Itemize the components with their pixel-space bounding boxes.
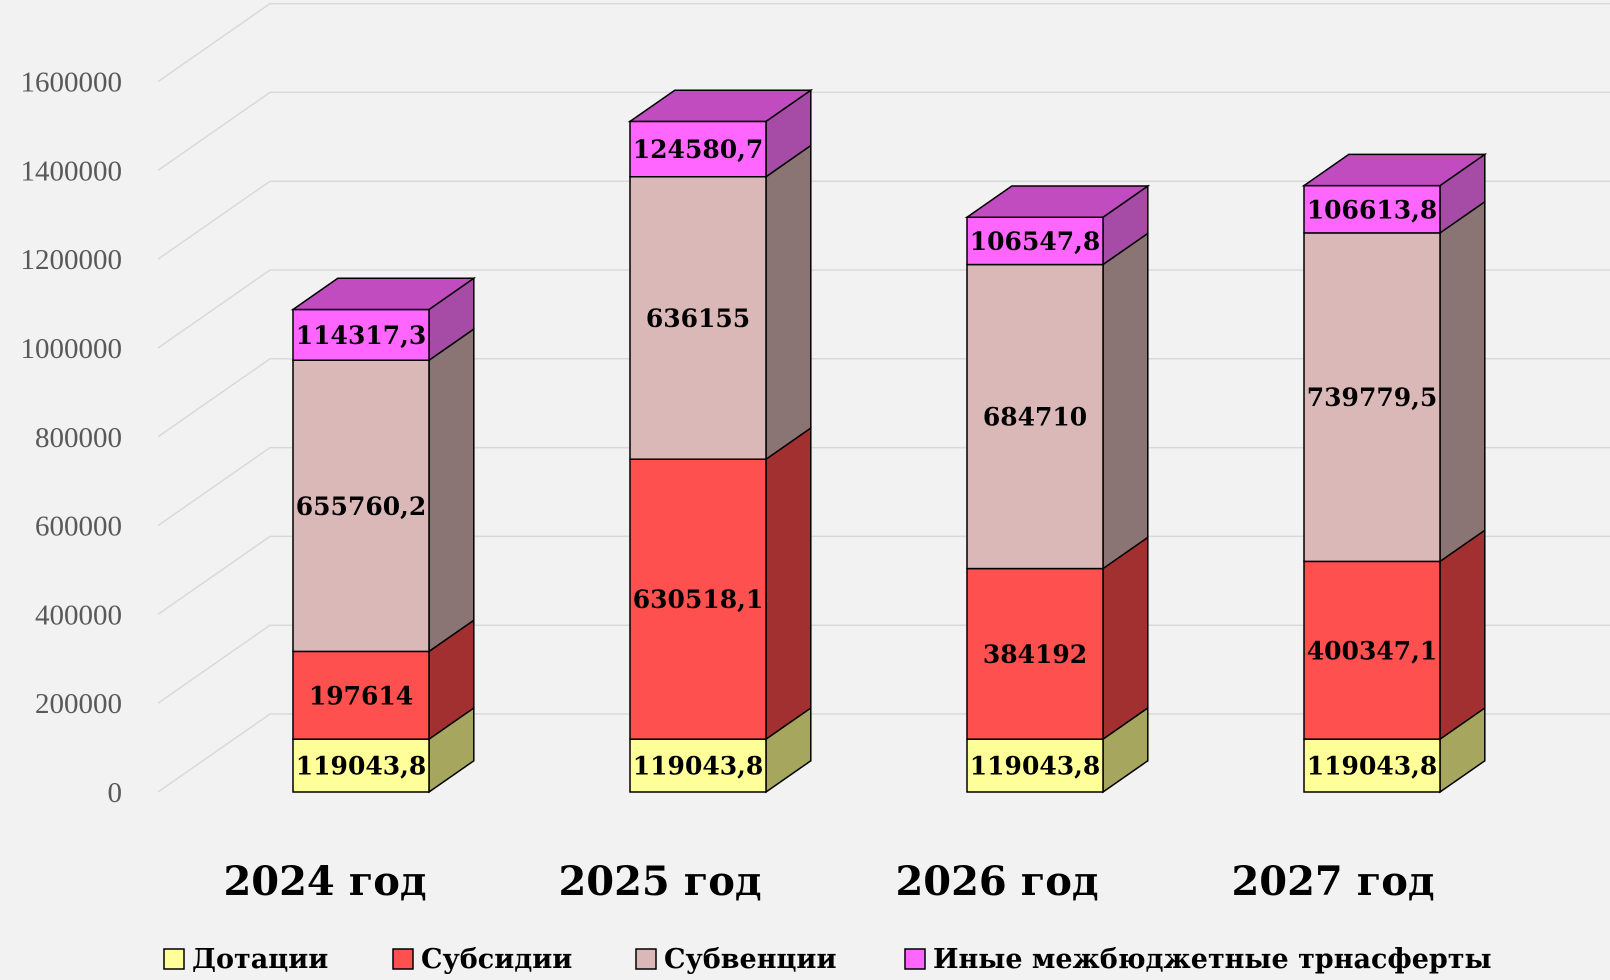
gridline [157, 446, 1610, 527]
y-tick-label: 800000 [35, 422, 122, 454]
data-label: 739779,5 [1307, 383, 1437, 412]
legend-swatch [163, 948, 185, 970]
data-label: 124580,7 [633, 135, 763, 164]
legend-item: Субсидии [392, 944, 572, 975]
y-axis: 0 200000 400000 600000 800000 1000000 1200000 1… [21, 67, 123, 809]
bar-segment-side [1439, 528, 1486, 741]
bar-top-face [627, 89, 814, 123]
bar-segment-side [1102, 231, 1149, 570]
y-tick-label: 1400000 [21, 155, 123, 187]
data-label: 384192 [983, 640, 1087, 669]
y-tick-label: 1600000 [21, 67, 123, 99]
y-tick-label: 0 [108, 777, 123, 809]
data-label: 684710 [983, 403, 1087, 432]
legend-item: Субвенции [635, 944, 836, 975]
bar-stack: 119043,8 630518,1 636155 124580,7 [627, 88, 814, 794]
bar-segment [966, 216, 1104, 266]
data-label: 106613,8 [1307, 195, 1437, 224]
data-label: 119043,8 [296, 752, 426, 781]
legend-label: Иные межбюджетные трнасферты [933, 944, 1492, 975]
gridline [157, 713, 1610, 793]
gridline [157, 269, 1610, 349]
y-tick-label: 600000 [35, 511, 122, 543]
y-tick-label: 400000 [35, 599, 122, 631]
bar-segment [1303, 232, 1441, 563]
bar-segment [966, 738, 1104, 793]
bar-segment [629, 458, 767, 740]
gridlines [157, 2, 1610, 793]
data-label: 197614 [309, 681, 413, 710]
bar-segment [292, 738, 430, 793]
bar-segment-side [1439, 200, 1486, 563]
y-tick-label: 1200000 [21, 244, 123, 276]
gridline [157, 91, 1610, 172]
x-category-label: 2026 год [895, 858, 1098, 905]
bar-segment-side [765, 426, 812, 741]
legend-item: Иные межбюджетные трнасферты [904, 944, 1492, 975]
data-label: 655760,2 [296, 492, 426, 521]
bar-segment [629, 120, 767, 178]
x-category-label: 2027 год [1231, 858, 1434, 905]
legend-label: Субвенции [664, 944, 836, 975]
bar-segment [629, 175, 767, 460]
legend-item: Дотации [163, 944, 328, 975]
bars: 119043,8 197614 655760,2 114317,3 119043,8 63… [290, 88, 1488, 794]
bar-segment [966, 263, 1104, 570]
legend-label: Дотации [192, 944, 328, 975]
bar-top-face [290, 277, 477, 311]
x-axis-categories: 2024 год 2025 год 2026 год 2027 год [223, 858, 1434, 905]
bar-segment-side [1102, 535, 1149, 741]
bar-top-face [1301, 153, 1488, 187]
legend-label: Субсидии [421, 944, 572, 975]
bar-segment [1303, 738, 1441, 793]
bar-segment-side [765, 144, 812, 461]
legend-swatch [635, 948, 657, 970]
legend: Дотации Субсидии Субвенции Иные межбюджетны… [163, 944, 1492, 975]
gridline [157, 624, 1610, 704]
bar-segment-side [428, 327, 475, 653]
gridline [157, 180, 1610, 260]
bar-stack: 119043,8 384192 684710 106547,8 [964, 184, 1151, 794]
data-label: 119043,8 [633, 752, 763, 781]
bar-top-face [964, 185, 1151, 218]
gridline [157, 535, 1610, 616]
y-tick-label: 1000000 [21, 333, 123, 365]
data-label: 114317,3 [296, 321, 426, 350]
legend-swatch [904, 948, 926, 970]
x-category-label: 2024 год [223, 858, 426, 905]
gridline [157, 358, 1610, 438]
data-label: 636155 [646, 304, 750, 333]
y-tick-label: 200000 [35, 688, 122, 720]
data-label: 119043,8 [1307, 752, 1437, 781]
bar-segment [629, 738, 767, 793]
bar-stack: 119043,8 400347,1 739779,5 106613,8 [1301, 152, 1488, 794]
data-label: 400347,1 [1307, 636, 1437, 665]
legend-swatch [392, 948, 414, 970]
bar-segment [1303, 560, 1441, 740]
data-label: 630518,1 [633, 585, 763, 614]
data-label: 119043,8 [970, 752, 1100, 781]
data-label: 106547,8 [970, 227, 1100, 256]
bar-stack: 119043,8 197614 655760,2 114317,3 [290, 276, 477, 794]
bar-segment [966, 567, 1104, 740]
x-category-label: 2025 год [558, 858, 761, 905]
gridline [157, 2, 1610, 83]
bar-segment [292, 308, 430, 361]
